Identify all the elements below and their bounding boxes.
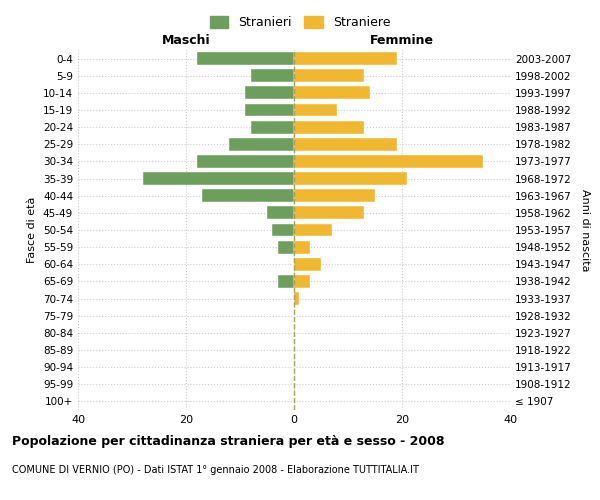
Bar: [294, 258, 321, 270]
Bar: [294, 104, 337, 117]
Bar: [294, 70, 364, 82]
Bar: [294, 120, 364, 134]
Bar: [294, 190, 375, 202]
Text: Femmine: Femmine: [370, 34, 434, 46]
Y-axis label: Anni di nascita: Anni di nascita: [580, 188, 590, 271]
Legend: Stranieri, Straniere: Stranieri, Straniere: [205, 11, 395, 34]
Text: COMUNE DI VERNIO (PO) - Dati ISTAT 1° gennaio 2008 - Elaborazione TUTTITALIA.IT: COMUNE DI VERNIO (PO) - Dati ISTAT 1° ge…: [12, 465, 419, 475]
Bar: [294, 240, 310, 254]
Bar: [143, 172, 294, 185]
Bar: [197, 155, 294, 168]
Bar: [251, 120, 294, 134]
Bar: [197, 52, 294, 65]
Bar: [294, 206, 364, 220]
Bar: [294, 172, 407, 185]
Bar: [294, 155, 483, 168]
Bar: [294, 292, 299, 305]
Bar: [294, 224, 332, 236]
Bar: [278, 240, 294, 254]
Bar: [251, 70, 294, 82]
Bar: [229, 138, 294, 150]
Bar: [245, 86, 294, 100]
Text: Popolazione per cittadinanza straniera per età e sesso - 2008: Popolazione per cittadinanza straniera p…: [12, 435, 445, 448]
Y-axis label: Fasce di età: Fasce di età: [28, 197, 37, 263]
Bar: [245, 104, 294, 117]
Bar: [272, 224, 294, 236]
Bar: [267, 206, 294, 220]
Bar: [294, 52, 397, 65]
Bar: [294, 138, 397, 150]
Bar: [278, 275, 294, 288]
Bar: [294, 275, 310, 288]
Bar: [294, 86, 370, 100]
Bar: [202, 190, 294, 202]
Text: Maschi: Maschi: [161, 34, 211, 46]
